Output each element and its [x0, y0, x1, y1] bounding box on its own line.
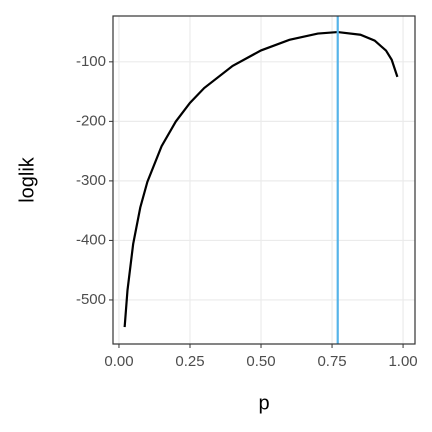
- panel-border: [112, 15, 416, 345]
- x-tick-label: 0.25: [175, 353, 204, 370]
- y-axis-title: loglik: [16, 156, 38, 203]
- x-tick-label: 0.75: [317, 353, 346, 370]
- x-tick-label: 0.50: [246, 353, 275, 370]
- y-tick-label: -400: [76, 231, 106, 248]
- y-tick-label: -300: [76, 172, 106, 189]
- x-tick-label: 0.00: [104, 353, 133, 370]
- x-axis-title: p: [258, 392, 269, 414]
- y-tick-label: -200: [76, 112, 106, 129]
- y-tick-label: -500: [76, 291, 106, 308]
- y-tick-label: -100: [76, 53, 106, 70]
- x-tick-label: 1.00: [388, 353, 417, 370]
- line: [123, 30, 399, 328]
